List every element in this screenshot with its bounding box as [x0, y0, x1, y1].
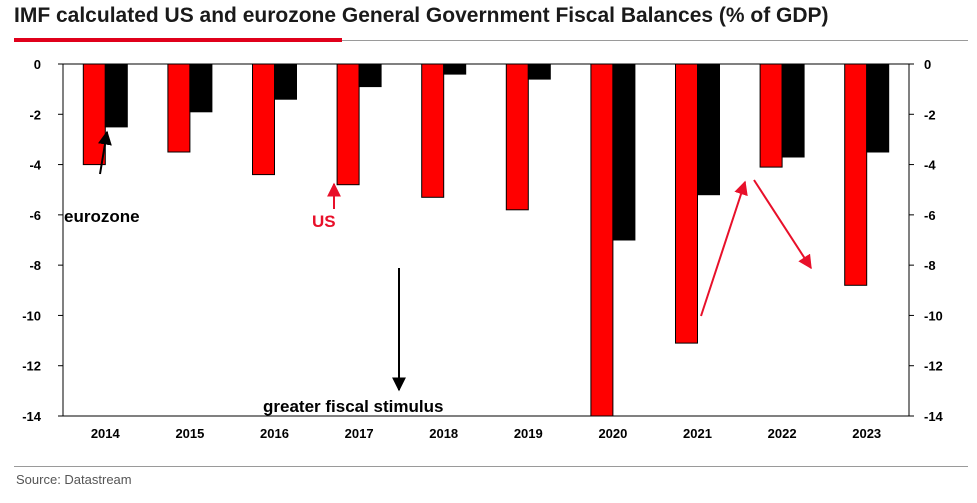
right-tick-label: -6 — [924, 208, 936, 223]
bar-eurozone-2019 — [527, 63, 551, 80]
bar-us-2020 — [590, 63, 614, 417]
left-tick-label: -8 — [29, 258, 41, 273]
bar-eurozone-2015 — [189, 63, 213, 113]
bar-us-2017 — [336, 63, 360, 186]
bar-us-2018 — [421, 63, 445, 198]
bar-eurozone-2016 — [274, 63, 297, 100]
x-tick-label: 2020 — [598, 426, 627, 441]
x-tick-label: 2018 — [429, 426, 458, 441]
left-tick-label: -4 — [29, 158, 41, 173]
fiscal-balance-chart: 0 -2 -4 -6 -8 -10 -12 -14 0 -2 -4 -6 -8 -10 -12 -14 20… — [22, 57, 944, 441]
left-tick-label: -2 — [29, 107, 41, 122]
source-divider — [14, 466, 968, 467]
x-tick-label: 2023 — [852, 426, 881, 441]
right-tick-label: -4 — [924, 158, 936, 173]
bar-eurozone-2022 — [781, 63, 805, 158]
title-divider — [342, 40, 968, 41]
x-tick-label: 2015 — [175, 426, 204, 441]
left-tick-label: -10 — [22, 308, 41, 323]
bar-eurozone-2018 — [443, 63, 467, 75]
right-tick-label: -8 — [924, 258, 936, 273]
eurozone-label: eurozone — [64, 207, 140, 226]
bar-eurozone-2021 — [697, 63, 720, 196]
left-tick-label: -14 — [22, 409, 42, 424]
bar-us-2014 — [82, 63, 106, 166]
bar-us-2023 — [844, 63, 868, 286]
x-tick-label: 2019 — [514, 426, 543, 441]
bar-us-2015 — [167, 63, 191, 153]
x-tick-label: 2021 — [683, 426, 712, 441]
us-label: US — [312, 212, 336, 231]
bar-eurozone-2014 — [104, 63, 128, 128]
bar-eurozone-2017 — [358, 63, 382, 88]
left-tick-label: -6 — [29, 208, 41, 223]
fall-arrow — [753, 179, 812, 270]
right-tick-label: -14 — [924, 409, 944, 424]
stimulus-label: greater fiscal stimulus — [263, 397, 443, 416]
eurozone-arrow — [98, 130, 112, 175]
x-tick-label: 2014 — [91, 426, 121, 441]
source-note: Source: Datastream — [16, 472, 132, 487]
x-tick-label: 2022 — [768, 426, 797, 441]
right-tick-label: -10 — [924, 308, 943, 323]
x-tick-label: 2016 — [260, 426, 289, 441]
bar-us-2021 — [675, 63, 698, 344]
rise-arrow — [700, 180, 748, 317]
bar-us-2022 — [759, 63, 783, 168]
right-tick-label: -12 — [924, 359, 943, 374]
left-tick-label: -12 — [22, 359, 41, 374]
bar-eurozone-2020 — [612, 63, 636, 241]
bar-us-2019 — [505, 63, 529, 211]
left-tick-label: 0 — [34, 57, 41, 72]
right-tick-label: -2 — [924, 107, 936, 122]
title-accent-rule — [14, 38, 342, 42]
bar-us-2016 — [252, 63, 275, 176]
x-tick-label: 2017 — [345, 426, 374, 441]
bar-eurozone-2023 — [866, 63, 890, 153]
plot-frame — [62, 63, 910, 417]
chart-title: IMF calculated US and eurozone General G… — [14, 4, 829, 27]
right-tick-label: 0 — [924, 57, 931, 72]
